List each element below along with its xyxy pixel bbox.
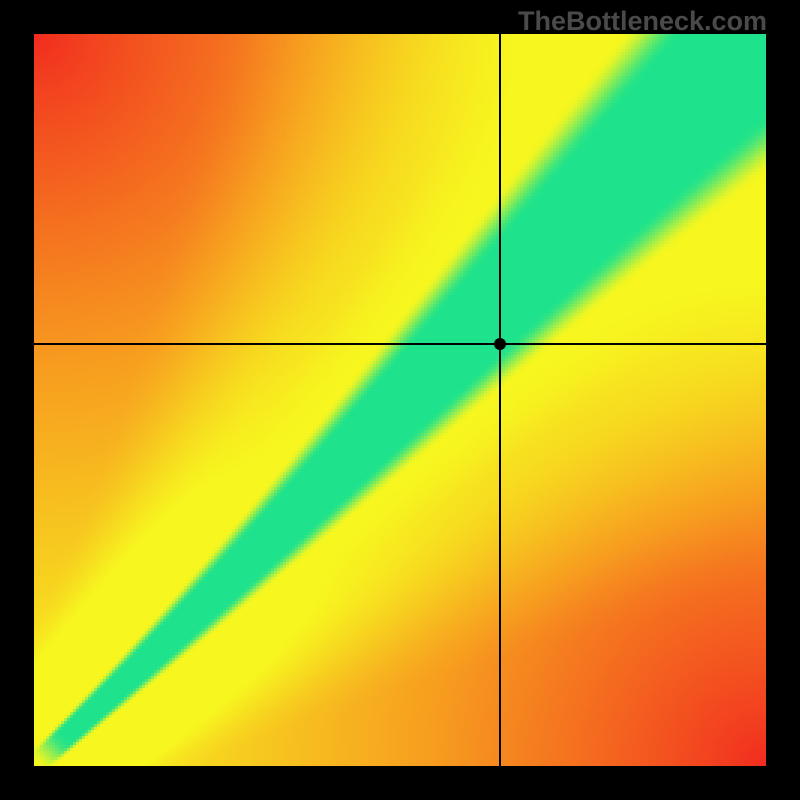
chart-container: TheBottleneck.com (0, 0, 800, 800)
crosshair-horizontal (34, 343, 766, 345)
bottleneck-heatmap (34, 34, 766, 766)
crosshair-marker (494, 338, 506, 350)
crosshair-vertical (499, 34, 501, 766)
watermark-text: TheBottleneck.com (518, 6, 767, 37)
